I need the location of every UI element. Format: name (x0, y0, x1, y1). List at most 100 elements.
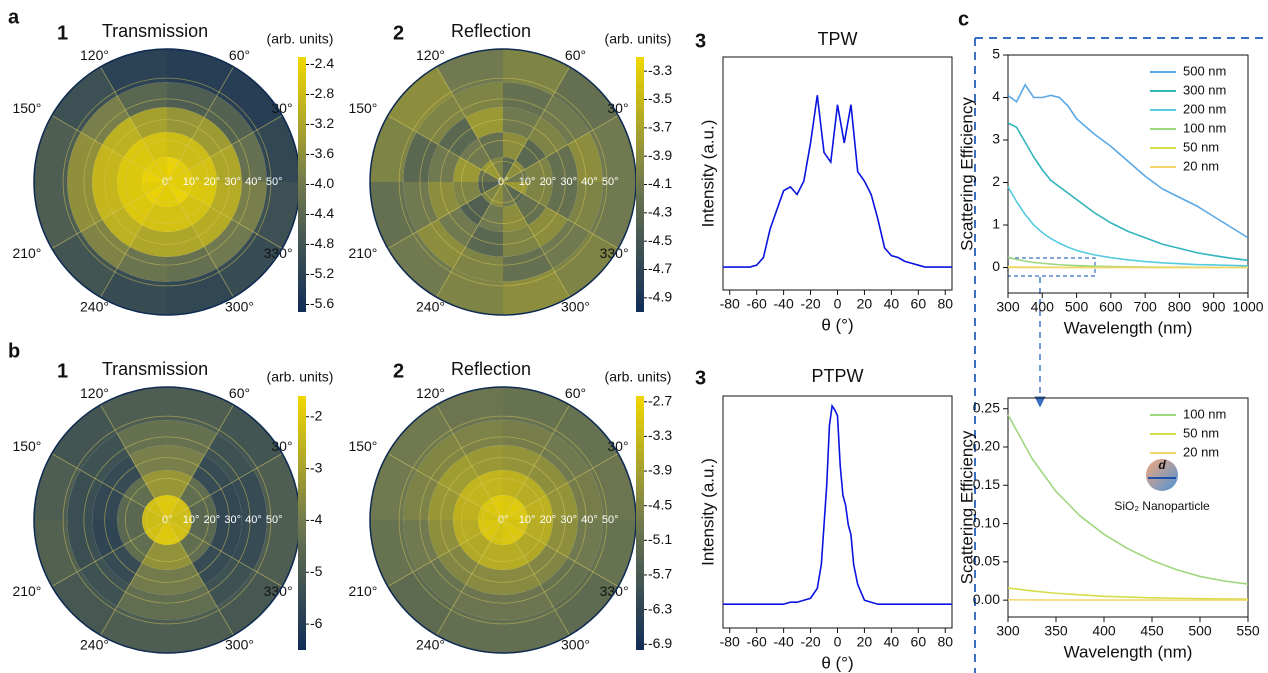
theta-tick-label: 120° (80, 47, 109, 63)
heat-cell (503, 160, 525, 182)
y-tick-label: 0.00 (973, 591, 1000, 607)
heat-cell (552, 404, 619, 471)
theta-tick-label: 60° (565, 47, 586, 63)
colorbar-tick-label: -3.5 (648, 90, 672, 106)
chart-title: Transmission (102, 21, 208, 41)
grid-ring (125, 478, 209, 562)
colorbar-tick-label: -6.9 (648, 635, 672, 651)
y-tick-label: 0.25 (973, 399, 1000, 415)
grid-ring (419, 436, 587, 604)
grid-ring (62, 415, 272, 625)
grid-ring (481, 498, 525, 542)
heat-cell (436, 268, 503, 315)
heat-cell (142, 470, 167, 499)
plot-frame (1007, 397, 1249, 618)
grid-spoke (387, 453, 504, 521)
heat-cell (67, 132, 103, 182)
grid-spoke (100, 181, 168, 298)
heat-cell (100, 268, 167, 315)
heat-cell (524, 495, 553, 520)
heat-cell (167, 584, 217, 620)
x-axis-label: Wavelength (nm) (1064, 318, 1193, 337)
heat-cell (524, 182, 553, 207)
panel-label: 1 (57, 22, 68, 44)
grid-spoke (502, 519, 619, 587)
heat-cell (167, 160, 189, 182)
r-tick-label: 10° (183, 514, 200, 526)
x-tick-label: 400 (1031, 299, 1055, 315)
heat-cell (204, 557, 254, 607)
grid-spoke (166, 181, 234, 298)
heat-cell (387, 569, 454, 636)
r-tick-label: 40° (581, 176, 598, 188)
heat-cell (117, 495, 146, 520)
r-tick-label: 20° (204, 514, 221, 526)
heat-cell (253, 453, 300, 520)
heat-cell (436, 387, 503, 434)
x-tick-label: -40 (774, 634, 794, 650)
heat-cell (438, 117, 479, 158)
heat-cell (459, 138, 491, 170)
theta-tick-label: 60° (565, 385, 586, 401)
heat-cell (503, 268, 570, 315)
heat-cell (210, 144, 242, 182)
heat-cell (453, 584, 503, 620)
heat-cell (481, 520, 503, 542)
colorbar-label: (arb. units) (605, 369, 672, 385)
grid-spoke (387, 115, 504, 183)
heat-cell (129, 225, 167, 257)
heat-cell (102, 117, 143, 158)
heat-cell (167, 203, 192, 232)
grid-spoke (100, 404, 168, 521)
panel-label: 2 (393, 22, 404, 44)
heat-cell (438, 455, 479, 496)
x-tick-label: -40 (774, 296, 794, 312)
x-tick-label: 300 (996, 299, 1020, 315)
heat-cell (204, 219, 254, 269)
x-tick-label: -60 (747, 296, 767, 312)
theta-tick-label: 210° (348, 583, 377, 599)
colorbar-tick-label: -3.3 (648, 427, 672, 443)
x-tick-label: 500 (1065, 299, 1089, 315)
grid-spoke (166, 404, 234, 521)
heat-cell (481, 160, 503, 182)
colorbar (636, 396, 644, 650)
r-tick-label: 40° (245, 514, 262, 526)
divider (974, 37, 1268, 673)
colorbar-label: (arb. units) (267, 31, 334, 47)
x-tick-label: 350 (1044, 623, 1068, 639)
colorbar (298, 57, 306, 312)
heat-cell (167, 49, 234, 96)
colorbar-tick-label: -6.3 (648, 600, 672, 616)
heat-cell (416, 219, 466, 269)
heat-cell (552, 231, 619, 298)
plot-frame (722, 56, 953, 291)
heat-cell (142, 203, 167, 232)
heat-cell (216, 66, 283, 133)
heat-cell (403, 520, 439, 570)
grid-ring (62, 77, 272, 287)
data-line (1007, 256, 1248, 269)
grid-spoke (166, 519, 234, 636)
heat-cell (167, 107, 205, 139)
heat-cell (478, 541, 503, 570)
heat-cell (453, 182, 482, 207)
theta-tick-label: 240° (416, 298, 445, 314)
plot-frame (1007, 54, 1249, 294)
x-tick-label: 1000 (1232, 299, 1263, 315)
heat-cell (210, 482, 242, 520)
theta-tick-label: 150° (348, 438, 377, 454)
grid-spoke (502, 66, 570, 183)
heat-cell (546, 520, 578, 558)
theta-tick-label: 150° (348, 100, 377, 116)
x-tick-label: 40 (884, 634, 900, 650)
colorbar-tick-label: -6 (310, 615, 323, 631)
heat-cell (191, 544, 232, 585)
colorbar-tick-label: -4.4 (310, 205, 334, 221)
heat-cell (453, 520, 482, 545)
grid-spoke (502, 404, 570, 521)
theta-tick-label: 120° (416, 385, 445, 401)
panel-label: 3 (695, 30, 706, 52)
x-tick-label: 20 (857, 296, 873, 312)
heat-cell (370, 182, 417, 249)
